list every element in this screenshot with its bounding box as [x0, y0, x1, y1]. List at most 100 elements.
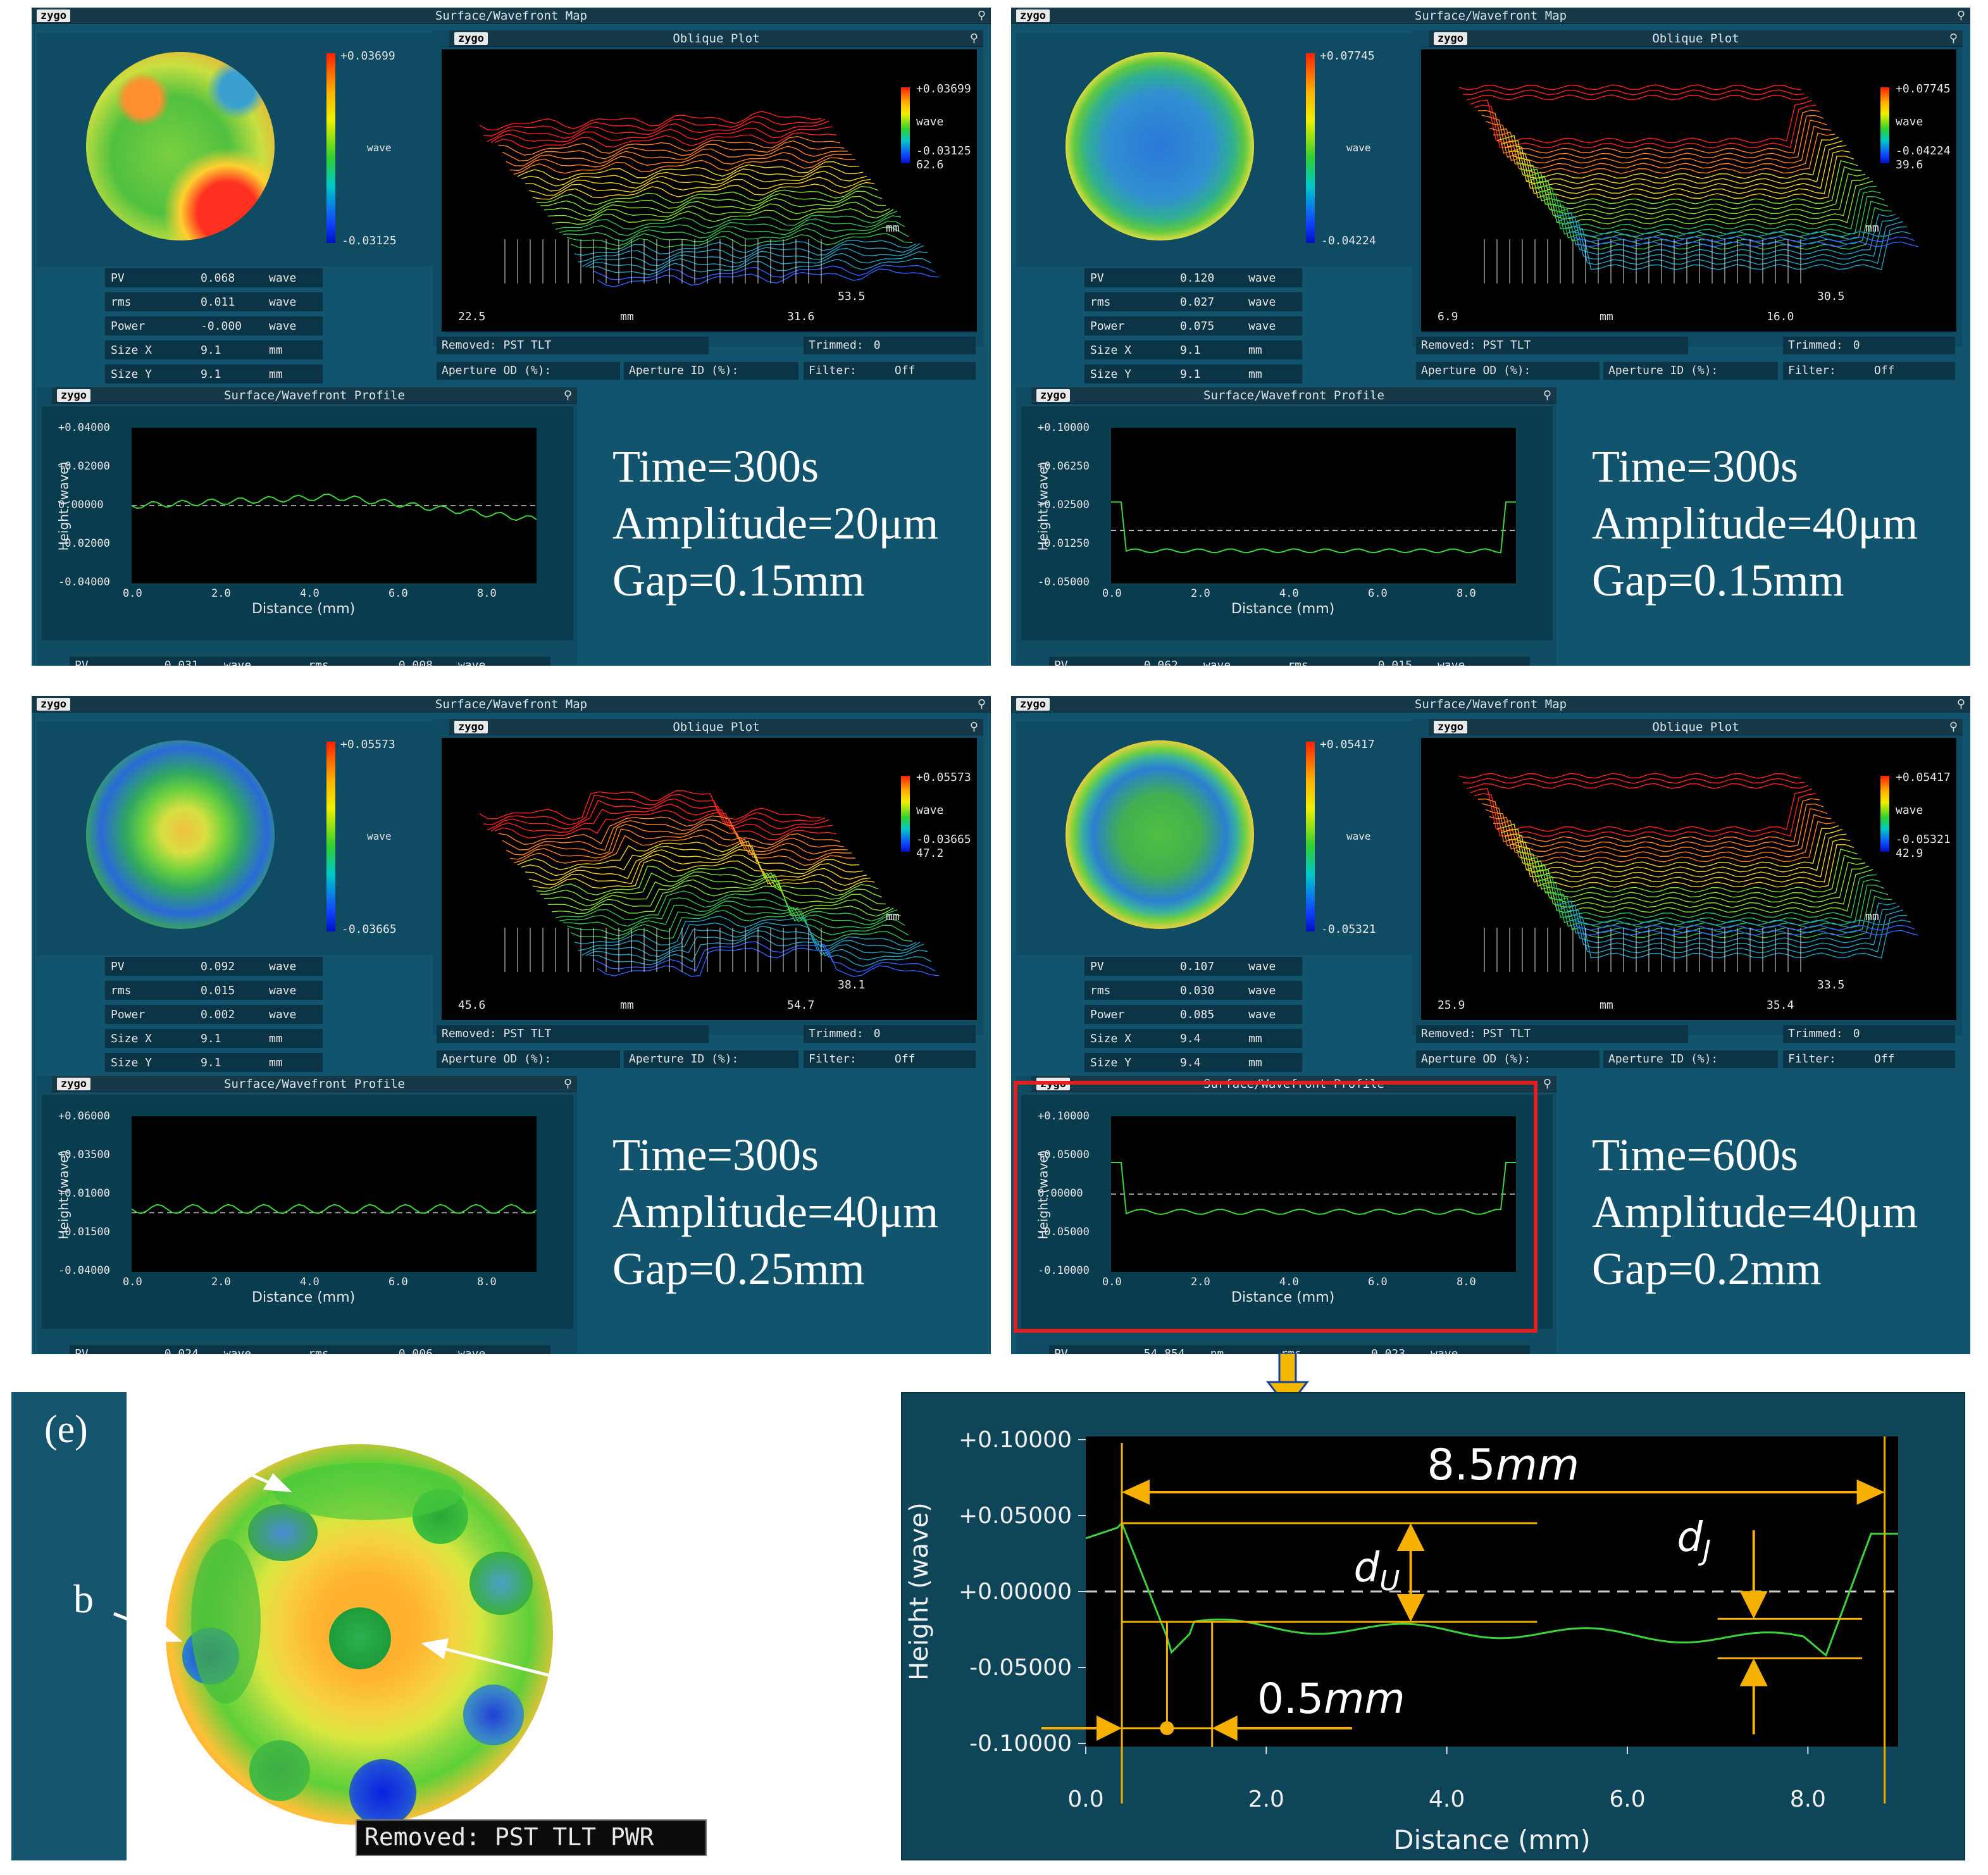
pin-icon[interactable]: ⚲: [977, 9, 986, 22]
oblique-ymm: mm: [886, 910, 900, 923]
stat-unit: wave: [269, 984, 297, 997]
stat-label: Size X: [1090, 344, 1132, 357]
filter-label: Filter:: [1788, 364, 1836, 377]
oblique-ymm: mm: [1865, 221, 1879, 235]
oblique-z: 39.6: [1896, 158, 1923, 171]
stat-label: Power: [1090, 320, 1125, 333]
profile-line: [1111, 1162, 1516, 1216]
stat-row-sizey: Size Y 9.1 mm: [105, 1053, 323, 1072]
profile-ytick: 0.00000: [1038, 1187, 1083, 1200]
pin-icon[interactable]: ⚲: [1956, 9, 1965, 22]
pin-icon[interactable]: ⚲: [1543, 389, 1551, 402]
oblique-x1: 22.5: [458, 310, 486, 323]
stat-row-rms: rms 0.015 wave: [105, 981, 323, 1000]
removed-field: Removed: PST TLT: [1416, 337, 1688, 354]
pin-icon[interactable]: ⚲: [977, 697, 986, 711]
caption-time: Time=300s: [612, 1130, 819, 1180]
oblique-min: -0.03665: [916, 833, 971, 846]
oblique-min: -0.03125: [916, 144, 971, 158]
window-title: Surface/Wavefront Map: [435, 9, 588, 23]
oblique-surface: [1458, 773, 1919, 972]
caption-gap: Gap=0.15mm: [612, 555, 865, 606]
stat-label: Size X: [111, 344, 152, 357]
profile-xtick: 0.0: [123, 587, 142, 600]
stat-label: rms: [1090, 296, 1111, 309]
stat-unit: mm: [1248, 368, 1262, 381]
caption-time: Time=300s: [612, 441, 819, 492]
pin-icon[interactable]: ⚲: [969, 32, 978, 45]
stat-value: 0.030: [1180, 984, 1215, 997]
stat-value: -0.000: [201, 320, 242, 333]
stat-label: rms: [111, 984, 132, 997]
profile-xtick: 8.0: [477, 1276, 497, 1288]
oblique-titlebar: zygo Oblique Plot ⚲: [449, 719, 983, 735]
oblique-window: zygo Oblique Plot ⚲ +0.05573 wave -0.03665 47.…: [433, 719, 983, 1035]
profile-ylabel: Height (wave): [56, 1150, 71, 1240]
zygo-logo: zygo: [57, 1078, 90, 1090]
oblique-max: +0.05417: [1896, 771, 1951, 784]
pin-icon[interactable]: ⚲: [1949, 720, 1958, 733]
panel-e-removed: Removed: PST TLT PWR: [356, 1819, 707, 1856]
pin-icon[interactable]: ⚲: [1956, 697, 1965, 711]
oblique-z: 47.2: [916, 847, 944, 860]
stat-row-sizex: Size X 9.1 mm: [105, 340, 323, 359]
filter-value: Off: [894, 1052, 916, 1066]
zygo-logo: zygo: [454, 721, 488, 733]
profile-window: zygo Surface/Wavefront Profile ⚲ +0.06000 +0…: [37, 1076, 577, 1354]
zygo-logo: zygo: [1434, 721, 1467, 733]
dj-arrow-up-icon: [1739, 1658, 1768, 1686]
profile-ytick: +0.03500: [58, 1149, 110, 1161]
profile-line: [132, 1204, 537, 1214]
aperture-id: Aperture ID (%):: [624, 362, 798, 380]
trimmed-value: 0: [1853, 339, 1860, 352]
oblique-color-scale: [1880, 87, 1889, 163]
half-mm-arrow-left-icon: [1212, 1716, 1238, 1741]
profile-ytick: +0.10000: [1038, 421, 1090, 434]
oblique-color-scale: [901, 776, 910, 852]
spot-d: [329, 1607, 391, 1669]
profile-ytick: +0.06000: [58, 1110, 110, 1123]
stat-row-sizex: Size X 9.1 mm: [105, 1029, 323, 1048]
pin-icon[interactable]: ⚲: [1949, 32, 1958, 45]
pin-icon[interactable]: ⚲: [1543, 1077, 1551, 1090]
profile-pv-value: 0.062: [1143, 659, 1178, 666]
oblique-xmm: mm: [620, 310, 634, 323]
window-title: Oblique Plot: [1652, 32, 1739, 46]
profile-ytick: -0.04000: [58, 576, 110, 589]
window-title: Surface/Wavefront Profile: [224, 389, 405, 402]
profile-rms-label: rms: [1288, 659, 1308, 666]
oblique-min: -0.04224: [1896, 144, 1951, 158]
trimmed-value: 0: [873, 339, 881, 352]
oblique-z: 62.6: [916, 158, 944, 171]
trimmed-field: Trimmed: 0: [804, 337, 976, 354]
spot-a: [248, 1504, 318, 1561]
pin-icon[interactable]: ⚲: [563, 389, 572, 402]
window-title: Surface/Wavefront Profile: [1203, 389, 1384, 402]
oblique-y: 30.5: [1817, 290, 1845, 303]
stat-value: 0.015: [201, 984, 235, 997]
green-band-top: [273, 1463, 463, 1520]
color-scale: [326, 742, 335, 931]
stat-value: 0.027: [1180, 296, 1215, 309]
aperture-id: Aperture ID (%):: [624, 1050, 798, 1068]
zygo-logo: zygo: [454, 32, 488, 45]
profile-xtick: 4.0: [1279, 1276, 1299, 1288]
aperture-id: Aperture ID (%):: [1603, 1050, 1778, 1068]
stat-row-sizey: Size Y 9.4 mm: [1084, 1053, 1302, 1072]
pin-icon[interactable]: ⚲: [969, 720, 978, 733]
zoom-ytick: -0.10000: [969, 1731, 1072, 1757]
profile-titlebar: zygo Surface/Wavefront Profile ⚲: [1031, 387, 1556, 404]
stat-row-power: Power 0.002 wave: [105, 1005, 323, 1024]
stat-row-power: Power -0.000 wave: [105, 316, 323, 335]
color-scale: [1306, 53, 1315, 243]
oblique-color-scale: [1880, 776, 1889, 852]
zygo-logo: zygo: [57, 389, 90, 402]
stat-unit: wave: [1248, 960, 1276, 973]
stat-unit: mm: [1248, 1032, 1262, 1045]
stat-row-rms: rms 0.011 wave: [105, 292, 323, 311]
trimmed-label: Trimmed:: [1788, 1027, 1843, 1040]
window-title: Oblique Plot: [673, 32, 760, 46]
map-titlebar: zygo Surface/Wavefront Map ⚲: [1011, 8, 1970, 24]
pin-icon[interactable]: ⚲: [563, 1077, 572, 1090]
removed-field: Removed: PST TLT: [437, 1025, 709, 1043]
